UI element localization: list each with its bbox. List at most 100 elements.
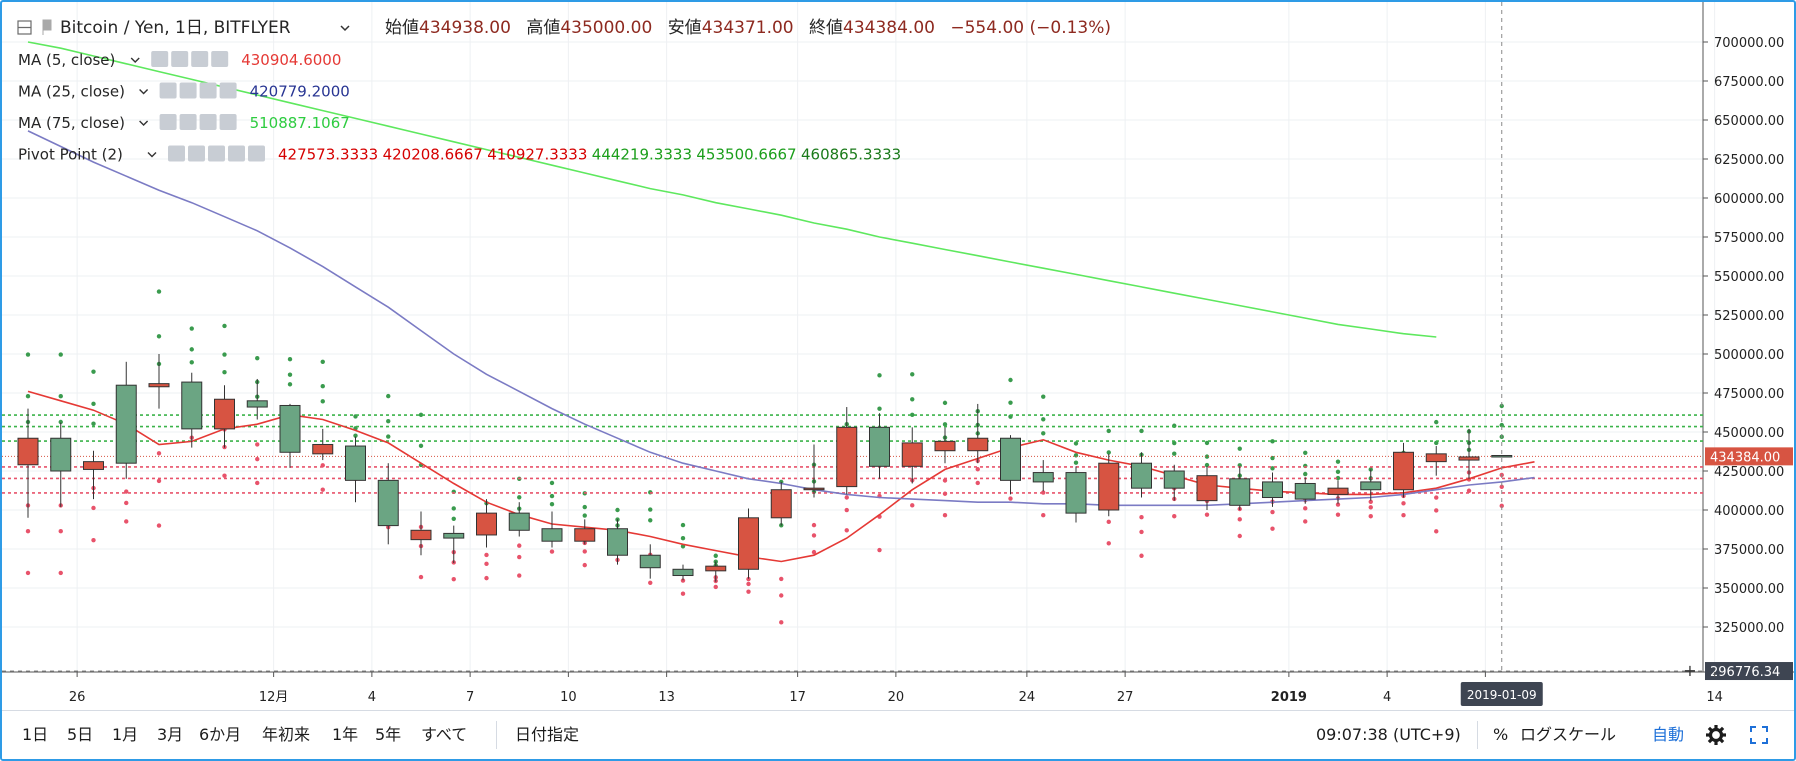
range-1y[interactable]: 1年 [332,725,359,744]
close-icon[interactable] [219,82,237,99]
time-tick-label: 4 [1383,690,1391,705]
fullscreen-icon[interactable] [1749,725,1769,745]
symbol-title[interactable]: Bitcoin / Yen, 1日, BITFLYER [60,18,291,38]
pivot-resistance-dot [418,412,424,418]
pivot-support-dot [255,456,260,462]
indicator-value: 460865.3333 [801,146,901,164]
auto-scale-toggle[interactable]: 自動 [1652,725,1685,744]
bottom-toolbar: 1日 5日 1月 3月 6か月 年初来 1年 5年 すべて 日付指定 09:07… [2,710,1794,759]
range-1d[interactable]: 1日 [22,725,49,744]
pivot-resistance-dot [1106,450,1111,455]
last-price-badge [1705,447,1793,466]
pivot-support-dot [156,478,162,484]
pivot-resistance-dot [1008,377,1013,383]
pivot-support-dot [811,533,817,538]
time-tick-label: 20 [888,690,905,705]
add-icon[interactable] [199,82,217,99]
add-icon[interactable] [191,51,209,67]
pivot-support-dot [779,576,784,582]
eye-icon[interactable] [159,114,177,130]
settings-icon[interactable] [179,114,197,130]
indicator-chevron-down-icon[interactable] [147,152,157,158]
indicator-legend-rows: MA (5, close) 430904.6000 MA (25, close) 42… [18,51,901,164]
pivot-resistance-dot [91,401,96,407]
pivot-resistance-dot [189,347,194,352]
pivot-support-dot [844,495,849,500]
eye-icon[interactable] [151,51,169,67]
range-5d[interactable]: 5日 [67,725,94,744]
clock: 09:07:38 (UTC+9) [1316,725,1461,744]
pivot-support-dot [255,480,260,486]
pivot-support-dot [877,547,882,553]
symbol-chevron-down-icon[interactable] [340,25,350,32]
pivot-support-dot [779,593,784,598]
pivot-support-dot [1434,529,1439,534]
indicator-chevron-down-icon[interactable] [139,120,149,126]
close-icon[interactable] [211,51,229,67]
indicator-value: 444219.3333 [592,146,692,164]
pivot-support-dot [942,513,948,518]
add-icon[interactable] [199,114,217,130]
gear-icon[interactable] [1704,723,1728,747]
pivot-support-dot [549,549,555,554]
settings-icon[interactable] [179,82,197,99]
range-ytd[interactable]: 年初来 [262,725,311,744]
indicator-chevron-down-icon[interactable] [130,57,140,63]
pivot-resistance-dot [58,394,63,399]
legend: Bitcoin / Yen, 1日, BITFLYER 始値434938.00 … [17,18,1111,38]
candle-down [1425,453,1447,463]
time-tick-label: 14 [1706,690,1723,705]
pivot-resistance-dot [582,513,587,518]
grid-lines [2,2,1794,673]
close-icon[interactable] [219,114,237,130]
pivot-resistance-dot [1270,455,1275,461]
price-tick-label: 700000.00 [1714,36,1784,51]
pivot-support-dot [713,584,718,590]
indicator-value: 420779.2000 [250,83,350,101]
pivot-resistance-dot [517,495,522,500]
time-axis[interactable]: 2612月47101317202427201947142019-01-09 [69,672,1723,706]
add-icon[interactable] [228,145,245,162]
pivot-support-dot [91,505,96,511]
source-icon[interactable] [208,145,225,162]
pivot-resistance-dot [189,360,194,365]
candle-down [803,487,825,491]
range-3m[interactable]: 3月 [157,725,184,744]
range-6m[interactable]: 6か月 [199,725,242,744]
indicator-label: MA (75, close) [18,114,125,132]
time-tick-label: 2019 [1271,690,1307,705]
last-price-label: 434384.00 [1710,450,1780,465]
pivot-resistance-dot [648,507,653,512]
range-all[interactable]: すべて [421,725,468,744]
candle-up [1131,462,1152,489]
price-tick-label: 475000.00 [1714,387,1784,402]
settings-icon[interactable] [188,145,205,162]
price-axis[interactable]: 700000.00 675000.00 650000.00 625000.00 6000… [1703,36,1793,681]
log-scale-toggle[interactable]: ログスケール [1520,725,1617,744]
close-icon[interactable] [248,145,265,162]
pivot-resistance-dot [1204,440,1210,446]
pivot-resistance-dot [156,334,162,339]
eye-icon[interactable] [168,145,185,162]
date-range-button[interactable]: 日付指定 [515,725,580,744]
pivot-resistance-dot [582,504,587,510]
pivot-resistance-dot [320,399,325,404]
crosshair-price-badge [1705,662,1793,681]
chart-svg[interactable]: + 700000.00 675000.00 650000.00 625000.00 60… [2,2,1794,710]
pivot-resistance-dot [615,507,620,513]
pivot-resistance-dot [1073,460,1079,465]
indicator-chevron-down-icon[interactable] [139,89,149,95]
percent-toggle[interactable]: % [1493,725,1509,744]
pivot-support-dot [1041,513,1046,518]
candle-up [443,532,465,539]
pivot-support-dot [1106,541,1111,546]
pivot-support-dot [1499,484,1504,489]
pivot-resistance-dot [255,355,260,361]
price-tick-label: 350000.00 [1714,582,1784,597]
settings-icon[interactable] [171,51,189,67]
eye-icon[interactable] [159,82,177,99]
time-tick-label: 17 [789,690,806,705]
range-5y[interactable]: 5年 [375,725,402,744]
pivot-resistance-dot [1041,394,1046,399]
range-1m[interactable]: 1月 [112,725,139,744]
